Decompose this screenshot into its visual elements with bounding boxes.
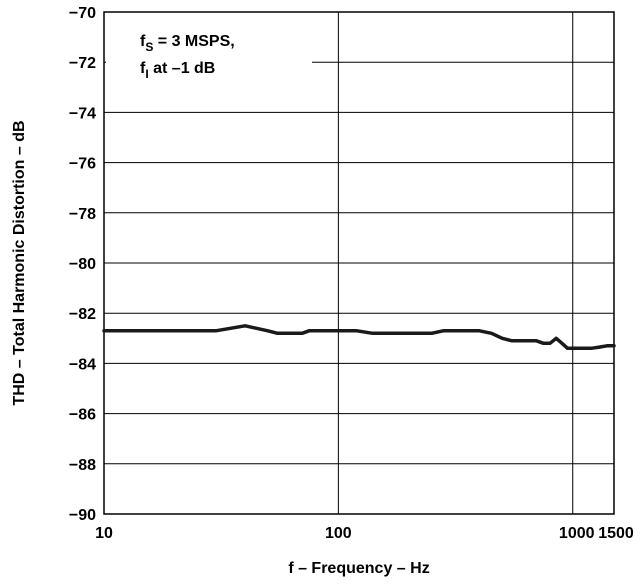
x-tick-label: 100: [325, 525, 352, 542]
y-tick-labels: −70 −72 −74 −76 −78 −80 −82 −84 −86 −88 −90: [69, 5, 96, 524]
annotation: fS = 3 MSPS, fI at –1 dB: [106, 14, 312, 92]
plot-frame: [103, 11, 615, 515]
y-axis-title: THD – Total Harmonic Distortion – dB: [11, 120, 28, 405]
x-tick-label: 10: [95, 525, 113, 542]
annotation-line-1-main: f: [140, 33, 146, 50]
y-tick-label: −90: [69, 507, 96, 524]
annotation-line-2: fI at –1 dB: [140, 60, 215, 81]
x-axis-title: f – Frequency – Hz: [288, 560, 429, 577]
annotation-line-2-rest: at –1 dB: [149, 60, 216, 77]
y-tick-label: −84: [69, 356, 96, 373]
x-tick-label: 1000: [559, 525, 595, 542]
y-tick-label: −82: [69, 306, 96, 323]
y-tick-label: −86: [69, 407, 96, 424]
x-tick-labels: 10 100 1000 1500: [95, 525, 634, 542]
annotation-line-1-rest: = 3 MSPS,: [153, 33, 234, 50]
series-line-0: [102, 324, 616, 351]
y-tick-label: −70: [69, 5, 96, 22]
annotation-line-2-main: f: [140, 60, 146, 77]
y-tick-label: −72: [69, 55, 96, 72]
grid: [104, 12, 614, 514]
series-group: [102, 324, 616, 351]
x-tick-label: 1500: [598, 525, 634, 542]
y-tick-label: −88: [69, 457, 96, 474]
annotation-line-1: fS = 3 MSPS,: [140, 33, 235, 54]
annotation-line-1-subscript: S: [145, 40, 153, 54]
y-tick-label: −74: [69, 105, 96, 122]
y-tick-label: −78: [69, 206, 96, 223]
y-tick-label: −80: [69, 256, 96, 273]
annotation-background: [106, 14, 312, 92]
annotation-line-2-subscript: I: [145, 67, 148, 81]
y-tick-label: −76: [69, 156, 96, 173]
